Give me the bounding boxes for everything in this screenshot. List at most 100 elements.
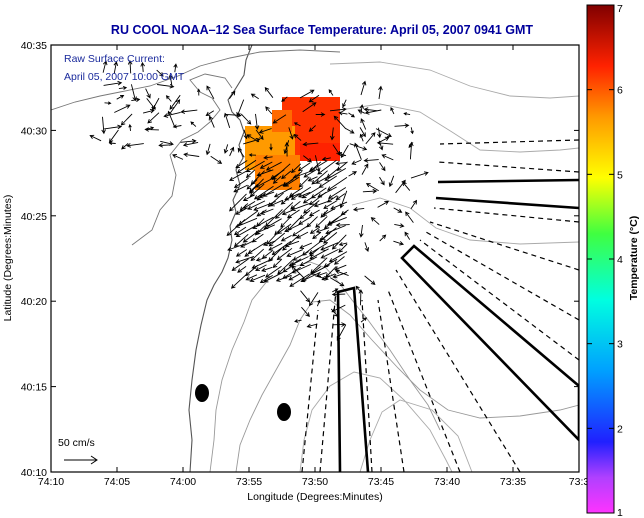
current-vector <box>237 147 245 158</box>
current-vector <box>359 127 366 138</box>
current-vector <box>315 112 326 117</box>
current-vector <box>237 266 247 273</box>
current-vector <box>89 134 102 142</box>
current-vector <box>394 123 410 128</box>
map-title: RU COOL NOAA–12 Sea Surface Temperature:… <box>111 23 534 37</box>
current-vector <box>308 94 320 103</box>
current-vector <box>281 170 292 180</box>
current-vector <box>303 155 313 163</box>
current-vector <box>309 247 320 257</box>
current-vector <box>362 188 378 194</box>
current-vector <box>365 183 379 192</box>
current-vector <box>339 190 348 209</box>
current-vector <box>272 175 282 184</box>
current-vector <box>345 128 355 134</box>
current-vector <box>284 176 300 187</box>
current-vector <box>322 208 336 216</box>
current-vector <box>242 194 255 201</box>
bathymetry-contour <box>339 103 579 153</box>
current-vector <box>314 155 321 173</box>
current-vector <box>311 170 328 185</box>
y-tick-label: 40:15 <box>21 382 47 394</box>
current-vector <box>205 110 215 117</box>
current-vector <box>364 242 370 252</box>
current-vector <box>390 106 395 115</box>
current-vector <box>229 146 235 157</box>
current-vector <box>351 159 362 165</box>
current-vector <box>393 207 403 213</box>
current-vector <box>315 227 330 234</box>
current-vector <box>378 85 383 100</box>
current-vector <box>316 299 321 307</box>
current-vector <box>254 113 260 131</box>
current-vector <box>248 153 257 157</box>
current-vector <box>404 231 411 240</box>
current-vector <box>360 317 368 323</box>
current-vector <box>245 274 258 281</box>
current-vector <box>340 144 349 159</box>
current-vector <box>320 242 339 251</box>
buoy-marker <box>277 403 291 421</box>
current-vector <box>231 258 249 271</box>
current-vector <box>289 273 310 287</box>
current-vector <box>363 158 379 163</box>
current-vector <box>268 242 283 251</box>
current-vector <box>101 116 106 135</box>
current-vector <box>229 193 247 212</box>
current-vector <box>269 143 273 151</box>
current-vector <box>158 142 173 148</box>
current-vector <box>230 274 247 289</box>
y-tick-label: 40:35 <box>21 40 47 52</box>
coverage-lines <box>301 139 579 472</box>
x-axis-label: Longitude (Degrees:Minutes) <box>247 491 382 503</box>
current-vector <box>333 256 345 265</box>
current-vector <box>145 88 151 99</box>
current-vector <box>205 143 211 156</box>
current-vector <box>233 184 248 193</box>
current-vector <box>303 168 318 178</box>
current-vector <box>308 209 320 217</box>
x-tick-label: 73:3 <box>569 476 590 488</box>
current-vector <box>246 134 260 143</box>
current-vector <box>329 107 347 112</box>
current-vector <box>298 176 310 188</box>
current-vector <box>114 104 131 113</box>
current-vector <box>376 140 394 146</box>
current-vector <box>293 122 301 127</box>
current-vector <box>333 115 347 130</box>
current-vector <box>328 89 334 96</box>
x-tick-label: 73:35 <box>500 476 526 488</box>
current-vector <box>298 216 313 225</box>
current-vector <box>146 126 155 131</box>
current-vector <box>354 142 362 160</box>
x-tick-label: 74:10 <box>38 476 64 488</box>
current-vector <box>313 200 329 208</box>
current-vector <box>126 143 144 148</box>
current-vector <box>235 255 255 264</box>
y-tick-label: 40:25 <box>21 211 47 223</box>
current-vector <box>334 264 347 271</box>
current-vector <box>165 95 172 102</box>
current-vector <box>240 240 255 248</box>
current-vector <box>258 191 275 199</box>
current-vector <box>172 154 184 160</box>
current-vector <box>326 216 347 226</box>
current-vector <box>302 141 319 147</box>
current-vector <box>276 247 293 261</box>
current-vector <box>121 142 129 150</box>
current-vector <box>388 175 395 188</box>
current-vector <box>183 152 200 158</box>
buoy-marker <box>195 384 209 402</box>
current-vector <box>394 223 405 228</box>
current-vector <box>309 191 327 206</box>
current-vector <box>297 162 311 172</box>
current-vector <box>223 144 229 154</box>
current-vector <box>250 93 259 100</box>
current-vector <box>260 208 274 215</box>
current-vector <box>299 242 313 249</box>
coastline-inner <box>131 73 233 246</box>
current-vector <box>108 129 119 144</box>
current-vector <box>265 265 282 278</box>
current-vector <box>182 141 199 147</box>
current-vector <box>291 265 305 279</box>
